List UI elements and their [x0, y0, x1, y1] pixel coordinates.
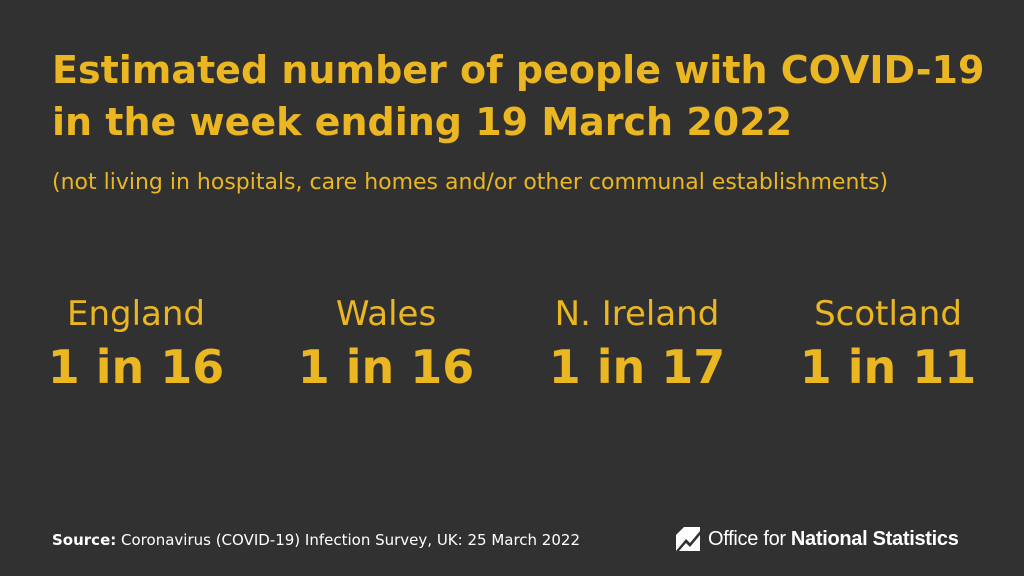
page-title: Estimated number of people with COVID-19…	[52, 44, 992, 148]
title-line-2: in the week ending 19 March 2022	[52, 100, 793, 144]
nation-name: N. Ireland	[554, 294, 720, 334]
logo-text-regular: Office for	[708, 527, 786, 550]
source-text: Coronavirus (COVID-19) Infection Survey,…	[121, 531, 580, 549]
ons-logo-icon	[676, 527, 700, 551]
nation-value: 1 in 16	[297, 340, 475, 394]
source-label: Source:	[52, 531, 117, 549]
nation-value: 1 in 17	[548, 340, 726, 394]
nation-value: 1 in 11	[799, 340, 977, 394]
nation-scotland: Scotland 1 in 11	[778, 292, 998, 398]
nations-row: England 1 in 16 Wales 1 in 16 N. Ireland…	[0, 292, 1024, 402]
page-subtitle: (not living in hospitals, care homes and…	[52, 170, 889, 195]
logo-text-bold: National Statistics	[790, 527, 959, 550]
ons-logo: Office for National Statistics	[674, 524, 959, 554]
nation-name: Wales	[335, 294, 437, 334]
nation-northern-ireland: N. Ireland 1 in 17	[527, 292, 747, 398]
nation-name: Scotland	[814, 294, 962, 334]
source-note: Source: Coronavirus (COVID-19) Infection…	[52, 528, 580, 552]
nation-value: 1 in 16	[47, 340, 225, 394]
nation-wales: Wales 1 in 16	[276, 292, 496, 398]
nation-name: England	[66, 294, 206, 334]
nation-england: England 1 in 16	[26, 292, 246, 398]
title-line-1: Estimated number of people with COVID-19	[52, 48, 985, 92]
